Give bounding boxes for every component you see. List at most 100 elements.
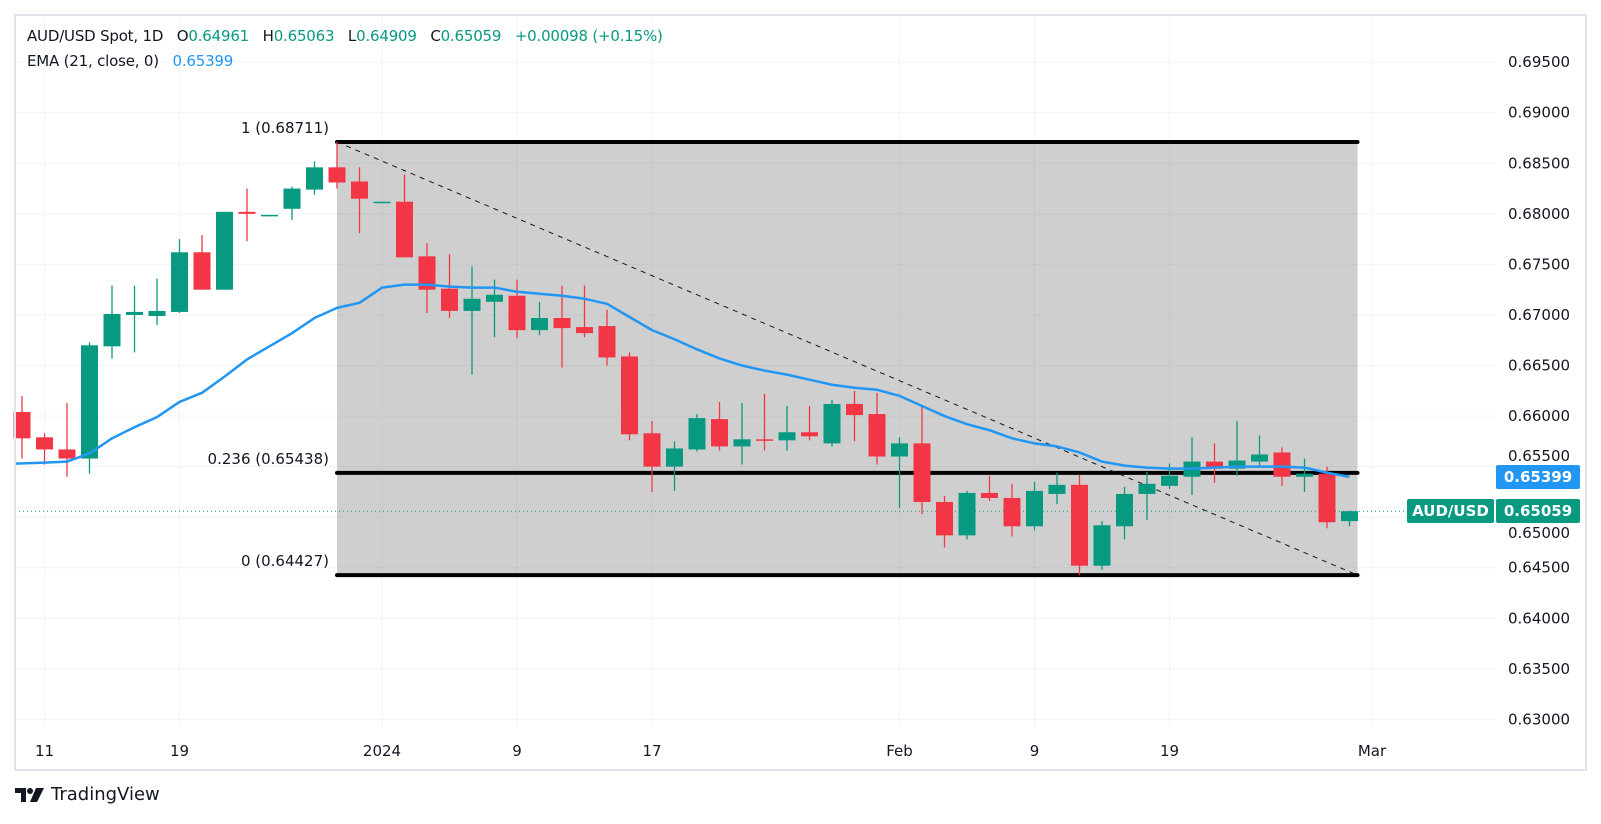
ema-line[interactable] bbox=[15, 283, 1350, 479]
price-tick-label: 0.68500 bbox=[1508, 154, 1570, 172]
candle-body bbox=[1071, 484, 1088, 566]
candle-body bbox=[643, 433, 661, 467]
ema-legend: EMA (21, close, 0) 0.65399 bbox=[27, 52, 233, 70]
time-tick-label: 19 bbox=[170, 742, 189, 760]
grid bbox=[15, 16, 1496, 728]
fib-level-label: 0.236 (0.65438) bbox=[208, 450, 329, 468]
candle-body bbox=[418, 256, 436, 290]
open-label: O bbox=[176, 27, 189, 45]
candle-body bbox=[328, 167, 346, 183]
low-value: 0.64909 bbox=[356, 27, 417, 45]
price-tick-label: 0.64500 bbox=[1508, 559, 1570, 577]
candle-body bbox=[396, 201, 413, 258]
candle-body bbox=[913, 443, 931, 503]
last-price-tag: 0.65059 bbox=[1496, 499, 1580, 524]
ema-label[interactable]: EMA (21, close, 0) bbox=[27, 52, 159, 70]
time-tick-label: 9 bbox=[1030, 742, 1040, 760]
candle-body bbox=[283, 188, 301, 209]
price-tick-label: 0.66000 bbox=[1508, 407, 1570, 425]
candle-body bbox=[216, 211, 233, 290]
candle-body bbox=[1341, 511, 1358, 522]
candle-body bbox=[351, 181, 368, 199]
time-axis[interactable]: 11 19 2024 9 17 Feb 9 19 Mar bbox=[35, 742, 1387, 760]
time-tick-label: Mar bbox=[1358, 742, 1387, 760]
candle-body bbox=[621, 356, 638, 435]
candle-body bbox=[58, 449, 76, 459]
candle-body bbox=[486, 294, 503, 302]
fib-trend-line[interactable] bbox=[336, 141, 1358, 576]
fib-level-label: 1 (0.68711) bbox=[241, 119, 329, 137]
candle-body bbox=[553, 317, 571, 329]
candle-body bbox=[823, 403, 841, 444]
candle-body bbox=[846, 403, 863, 416]
candle-body bbox=[148, 310, 166, 316]
candle-body bbox=[688, 418, 706, 450]
candle-body bbox=[1161, 475, 1178, 486]
tradingview-wordmark: TradingView bbox=[51, 784, 160, 805]
candle-body bbox=[1296, 473, 1313, 477]
candle-body bbox=[1273, 452, 1291, 477]
candle-body bbox=[13, 412, 31, 439]
price-tick-label: 0.68000 bbox=[1508, 205, 1570, 223]
candle-body bbox=[576, 327, 593, 334]
time-tick-label: 19 bbox=[1160, 742, 1179, 760]
price-tick-label: 0.67500 bbox=[1508, 255, 1570, 273]
candle-body bbox=[981, 492, 998, 498]
symbol-title[interactable]: AUD/USD Spot, 1D bbox=[27, 27, 164, 45]
high-value: 0.65063 bbox=[273, 27, 335, 45]
candle-body bbox=[171, 252, 188, 312]
symbol-price-tag: AUD/USD bbox=[1407, 499, 1494, 524]
candle-body bbox=[1318, 473, 1336, 523]
price-tick-label: 0.63500 bbox=[1508, 660, 1570, 678]
candle-body bbox=[756, 439, 773, 441]
candle-body bbox=[598, 326, 616, 358]
price-axis[interactable]: 0.69500 0.69000 0.68500 0.68000 0.67500 0.670… bbox=[1508, 53, 1570, 728]
time-tick-label: Feb bbox=[886, 742, 913, 760]
candle-body bbox=[531, 317, 548, 331]
chart-border bbox=[14, 14, 1587, 771]
candle-body bbox=[891, 443, 908, 457]
candle-body bbox=[508, 295, 526, 331]
candle-body bbox=[1048, 484, 1066, 494]
candle-body bbox=[238, 211, 256, 214]
candle-body bbox=[1228, 460, 1246, 469]
candle-body bbox=[711, 419, 728, 447]
price-tick-label: 0.63000 bbox=[1508, 710, 1570, 728]
price-tick-label: 0.65000 bbox=[1508, 524, 1570, 542]
candle-body bbox=[1116, 493, 1133, 527]
candle-body bbox=[778, 432, 796, 441]
candle-body bbox=[1138, 483, 1156, 494]
ema-value: 0.65399 bbox=[172, 52, 234, 70]
price-tick-label: 0.69000 bbox=[1508, 104, 1570, 122]
candle-body bbox=[868, 414, 886, 457]
open-value: 0.64961 bbox=[188, 27, 250, 45]
time-tick-label: 17 bbox=[642, 742, 661, 760]
time-tick-label: 11 bbox=[35, 742, 54, 760]
candle-body bbox=[441, 288, 458, 311]
tradingview-logo[interactable]: TradingView bbox=[15, 784, 160, 805]
candle-body bbox=[126, 311, 143, 315]
close-value: 0.65059 bbox=[440, 27, 502, 45]
candle-body bbox=[733, 439, 751, 447]
price-tick-label: 0.69500 bbox=[1508, 53, 1570, 71]
candle-body bbox=[936, 502, 953, 536]
price-tick-label: 0.65500 bbox=[1508, 447, 1570, 465]
candle-body bbox=[1093, 525, 1111, 566]
candle-body bbox=[958, 492, 976, 536]
fib-level-label: 0 (0.64427) bbox=[241, 552, 329, 570]
candle-body bbox=[1251, 454, 1268, 462]
candle-body bbox=[1003, 497, 1021, 527]
high-label: H bbox=[262, 27, 274, 45]
close-label: C bbox=[430, 27, 441, 45]
candle-body bbox=[306, 167, 323, 190]
candle-body bbox=[193, 252, 211, 290]
candles bbox=[13, 141, 1358, 576]
ema-price-tag: 0.65399 bbox=[1496, 464, 1580, 489]
price-tick-label: 0.64000 bbox=[1508, 609, 1570, 627]
candle-body bbox=[1026, 490, 1043, 527]
candle-body bbox=[103, 313, 121, 347]
candle-body bbox=[36, 437, 53, 450]
candle-body bbox=[81, 345, 98, 459]
low-label: L bbox=[347, 27, 357, 45]
